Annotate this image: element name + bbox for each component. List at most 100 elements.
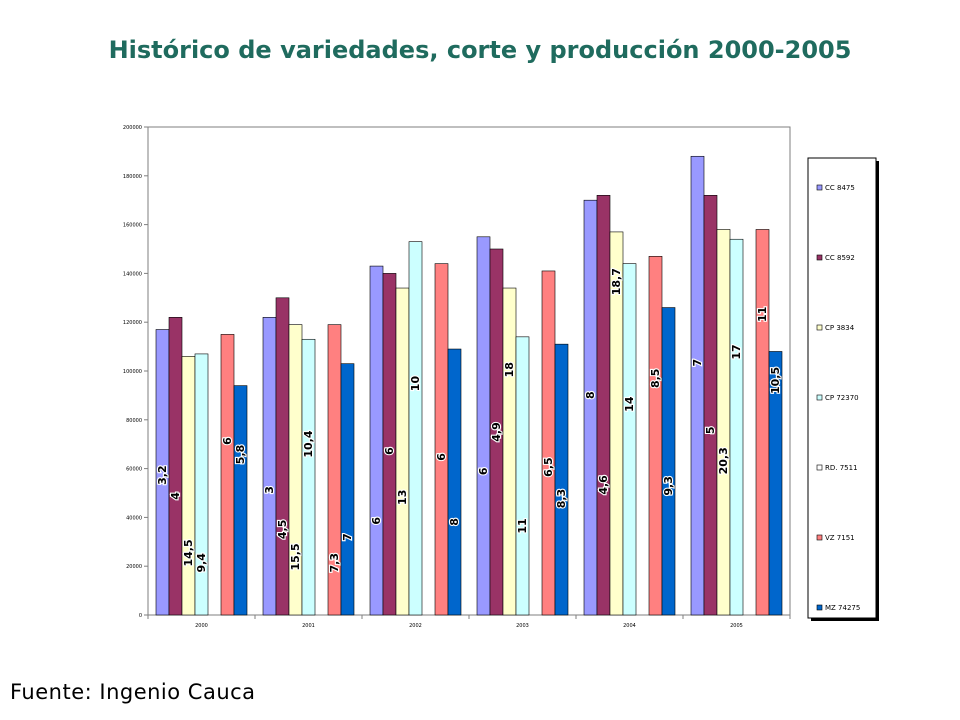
y-tick-label: 100000 xyxy=(123,369,142,375)
data-label: 18,7 xyxy=(610,268,623,295)
y-tick-label: 140000 xyxy=(123,271,142,277)
data-label: 7 xyxy=(691,359,704,367)
bar-cc-8592-2005 xyxy=(703,195,718,616)
bars-group xyxy=(155,155,783,616)
data-label: 11 xyxy=(516,518,529,533)
legend-box xyxy=(807,157,877,619)
data-label: 6 xyxy=(477,467,490,475)
bar-cp-3834-2000 xyxy=(181,356,196,616)
data-label: 14 xyxy=(623,396,636,412)
legend-label: CC 8475 xyxy=(825,184,855,192)
data-label: 7 xyxy=(341,533,354,541)
bar-cc-8592-2001 xyxy=(275,297,290,616)
legend-label: CC 8592 xyxy=(825,254,855,262)
legend-swatch xyxy=(816,254,823,261)
legend-swatch xyxy=(816,464,823,471)
x-tick-label: 2000 xyxy=(195,623,208,629)
y-tick-label: 200000 xyxy=(123,125,142,131)
bar-mz-74275-2004 xyxy=(661,307,676,616)
data-label: 6 xyxy=(370,517,383,525)
data-label: 20,3 xyxy=(717,447,730,474)
legend-label: CP 72370 xyxy=(825,394,859,402)
legend-label: CP 3834 xyxy=(825,324,855,332)
bar-cp-72370-2001 xyxy=(301,338,316,616)
data-label: 4,6 xyxy=(597,475,610,495)
data-label: 18 xyxy=(503,362,516,377)
x-tick-label: 2003 xyxy=(516,623,529,629)
bar-cp-3834-2003 xyxy=(502,287,517,616)
bar-cp-72370-2003 xyxy=(515,336,530,616)
x-tick-label: 2004 xyxy=(623,623,636,629)
bar-vz-7151-2000 xyxy=(220,334,235,616)
legend-label: VZ 7151 xyxy=(825,534,855,542)
data-label: 10,5 xyxy=(769,367,782,394)
x-tick-label: 2005 xyxy=(730,623,743,629)
data-label: 5,8 xyxy=(234,445,247,465)
bar-vz-7151-2002 xyxy=(434,263,449,616)
bar-cp-72370-2002 xyxy=(408,241,423,616)
data-label: 10,4 xyxy=(302,430,315,457)
y-tick-label: 60000 xyxy=(126,467,142,473)
bar-cp-3834-2002 xyxy=(395,287,410,616)
data-label: 3,2 xyxy=(156,465,169,485)
data-label: 10 xyxy=(409,376,422,392)
bar-cp-72370-2004 xyxy=(622,263,637,616)
data-label: 17 xyxy=(730,344,743,359)
plot-border xyxy=(147,126,791,616)
bar-cc-8475-2001 xyxy=(262,317,277,616)
bar-cp-72370-2005 xyxy=(729,238,744,616)
x-tick-label: 2002 xyxy=(409,623,422,629)
data-label: 14,5 xyxy=(182,539,195,566)
data-label: 9,3 xyxy=(662,476,675,496)
data-label: 4,9 xyxy=(490,422,503,442)
legend-label: MZ 74275 xyxy=(825,604,860,612)
legend-swatch xyxy=(816,604,823,611)
legend: CC 8475 CC 8592 CP 3834 CP 72370 RD. 7511 VZ … xyxy=(807,157,879,621)
bar-cc-8475-2005 xyxy=(690,155,705,616)
data-label: 6,5 xyxy=(542,457,555,477)
legend-label: RD. 7511 xyxy=(825,464,858,472)
data-label: 13 xyxy=(396,490,409,505)
data-label: 15,5 xyxy=(289,543,302,570)
data-label: 9,4 xyxy=(195,553,208,573)
bar-cp-72370-2000 xyxy=(194,353,209,616)
data-label: 3 xyxy=(263,486,276,494)
bar-cc-8475-2003 xyxy=(476,236,491,616)
y-tick-label: 160000 xyxy=(123,223,142,229)
x-axis: 2000 2001 2002 2003 2004 2005 xyxy=(147,615,791,629)
bar-mz-74275-2002 xyxy=(447,348,462,616)
legend-swatch xyxy=(816,394,823,401)
data-label: 5 xyxy=(704,427,717,435)
y-tick-label: 0 xyxy=(139,613,142,619)
plot-area xyxy=(147,126,791,616)
data-label: 4,5 xyxy=(276,520,289,540)
y-tick-label: 20000 xyxy=(126,564,142,570)
bar-mz-74275-2005 xyxy=(768,351,783,616)
data-label: 4 xyxy=(169,492,182,500)
bar-cc-8475-2004 xyxy=(583,199,598,616)
y-tick-label: 180000 xyxy=(123,174,142,180)
y-tick-label: 40000 xyxy=(126,515,142,521)
bar-cc-8592-2000 xyxy=(168,317,183,616)
legend-swatch xyxy=(816,184,823,191)
bar-cc-8475-2002 xyxy=(369,265,384,616)
x-tick-label: 2001 xyxy=(302,623,315,629)
y-axis: 0 20000 40000 60000 80000 100000 120000 140000 1… xyxy=(123,125,148,619)
legend-swatch xyxy=(816,534,823,541)
data-label: 8,3 xyxy=(555,489,568,509)
legend-swatch xyxy=(816,324,823,331)
data-label: 8 xyxy=(448,518,461,526)
y-tick-label: 80000 xyxy=(126,418,142,424)
data-label: 11 xyxy=(756,307,769,322)
data-label: 6 xyxy=(221,437,234,445)
bar-cp-3834-2005 xyxy=(716,229,731,616)
data-label: 8 xyxy=(584,391,597,399)
data-label: 7,3 xyxy=(328,553,341,573)
bar-mz-74275-2003 xyxy=(554,343,569,616)
bar-vz-7151-2004 xyxy=(648,256,663,616)
source-note: Fuente: Ingenio Cauca xyxy=(10,680,256,704)
page-title: Histórico de variedades, corte y producc… xyxy=(108,36,852,64)
y-tick-label: 120000 xyxy=(123,320,142,326)
